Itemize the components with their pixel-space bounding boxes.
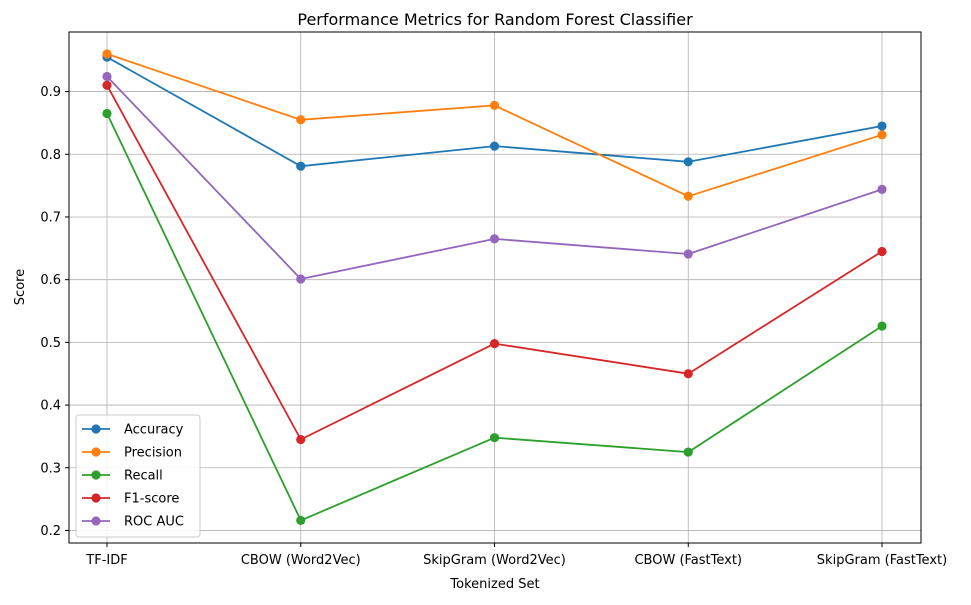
data-point-roc-auc [102, 71, 112, 82]
x-tick-label: TF-IDF [85, 553, 127, 568]
x-tick-label: SkipGram (FastText) [817, 553, 947, 568]
data-point-roc-auc [296, 274, 306, 284]
legend-marker-recall [91, 470, 101, 480]
data-point-precision [296, 115, 306, 125]
data-point-accuracy [296, 161, 306, 171]
y-tick-label: 0.5 [40, 336, 61, 351]
data-point-f1-score [877, 246, 887, 257]
legend-label-f1-score: F1-score [124, 492, 179, 507]
x-tick-label: SkipGram (Word2Vec) [423, 553, 566, 568]
legend-label-roc-auc: ROC AUC [124, 515, 184, 530]
data-point-precision [683, 191, 693, 201]
legend-marker-precision [91, 447, 101, 457]
y-tick-label: 0.3 [40, 461, 61, 476]
y-axis-label: Score [13, 269, 28, 305]
axis-ticks: TF-IDF CBOW (Word2Vec) SkipGram (Word2Vec)… [40, 85, 947, 568]
data-point-f1-score [683, 369, 693, 379]
data-point-roc-auc [683, 249, 693, 259]
y-tick-label: 0.9 [40, 85, 61, 100]
data-point-recall [102, 108, 112, 119]
data-point-roc-auc [489, 234, 500, 244]
legend-box [75, 414, 201, 538]
data-point-recall [683, 447, 693, 457]
data-point-accuracy [489, 141, 500, 151]
data-point-precision [489, 100, 500, 110]
x-tick-label: CBOW (Word2Vec) [241, 553, 361, 568]
legend-label-recall: Recall [124, 469, 163, 484]
data-point-recall [296, 515, 306, 526]
grid-lines [69, 32, 921, 543]
data-point-f1-score [489, 339, 500, 349]
legend-marker-accuracy [91, 424, 101, 434]
y-tick-label: 0.6 [40, 273, 61, 288]
data-point-roc-auc [877, 184, 887, 194]
legend: Accuracy Precision Recall F1-score ROC AUC [75, 414, 201, 538]
legend-marker-roc-auc [91, 516, 101, 526]
y-tick-label: 0.8 [40, 148, 61, 163]
data-point-precision [877, 130, 887, 140]
data-point-accuracy [683, 157, 693, 167]
legend-label-precision: Precision [124, 446, 182, 461]
legend-label-accuracy: Accuracy [124, 423, 184, 438]
x-axis-label: Tokenized Set [449, 577, 539, 592]
series-lines [102, 49, 887, 526]
data-point-recall [489, 433, 500, 443]
legend-marker-f1-score [91, 493, 101, 503]
data-point-recall [877, 321, 887, 331]
y-tick-label: 0.2 [40, 524, 61, 539]
data-point-precision [102, 49, 112, 59]
y-tick-label: 0.4 [40, 399, 61, 414]
data-point-f1-score [102, 80, 112, 90]
y-tick-label: 0.7 [40, 210, 61, 225]
x-tick-label: CBOW (FastText) [634, 553, 742, 568]
data-point-f1-score [296, 434, 306, 445]
data-point-accuracy [877, 121, 887, 131]
chart-title: Performance Metrics for Random Forest Cl… [297, 10, 693, 29]
